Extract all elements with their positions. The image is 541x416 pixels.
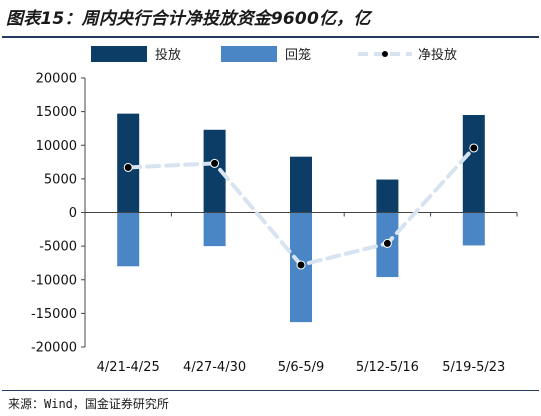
y-tick-label: -5000 (39, 240, 77, 255)
y-tick-label: 15000 (36, 105, 77, 120)
y-tick-label: -10000 (31, 273, 77, 288)
y-tick-label: -20000 (31, 341, 77, 356)
x-tick-label: 5/19-5/23 (442, 360, 505, 375)
source-note: 来源：Wind，国金证券研究所 (8, 397, 169, 411)
legend-marker-net (382, 51, 388, 57)
figure-title: 图表15：周内央行合计净投放资金9600亿，亿 (6, 9, 371, 29)
x-tick-label: 4/21-4/25 (97, 360, 160, 375)
bar-withdraw (117, 212, 140, 267)
y-tick-label: 5000 (44, 172, 77, 187)
y-tick-label: -15000 (31, 307, 77, 322)
bar-deploy (376, 179, 399, 213)
net-point (470, 144, 478, 152)
x-tick-label: 5/6-5/9 (278, 360, 325, 375)
legend-swatch-withdraw (221, 46, 277, 62)
x-tick-label: 5/12-5/16 (356, 360, 419, 375)
x-tick-label: 4/27-4/30 (183, 360, 246, 375)
legend: 投放 回笼 净投放 (91, 46, 457, 63)
legend-label-withdraw: 回笼 (285, 47, 311, 63)
net-point (124, 163, 132, 171)
bottom-rule (2, 390, 539, 391)
top-rule (2, 36, 539, 38)
y-tick-label: 20000 (36, 72, 77, 87)
legend-label-net: 净投放 (418, 47, 457, 63)
bar-deploy (290, 156, 312, 213)
net-point (211, 159, 219, 167)
net-point (383, 239, 391, 247)
y-tick-label: 0 (69, 206, 77, 221)
bar-withdraw (203, 212, 226, 247)
bar-deploy (203, 129, 226, 213)
y-tick-label: 10000 (36, 139, 77, 154)
net-point (297, 261, 305, 269)
legend-swatch-deploy (91, 46, 147, 62)
legend-label-deploy: 投放 (155, 47, 181, 63)
bar-deploy (462, 114, 485, 213)
plot-area: 20000 15000 10000 5000 0 -5000 -10000 -15000 -20… (31, 72, 518, 375)
bar-withdraw (462, 212, 485, 246)
